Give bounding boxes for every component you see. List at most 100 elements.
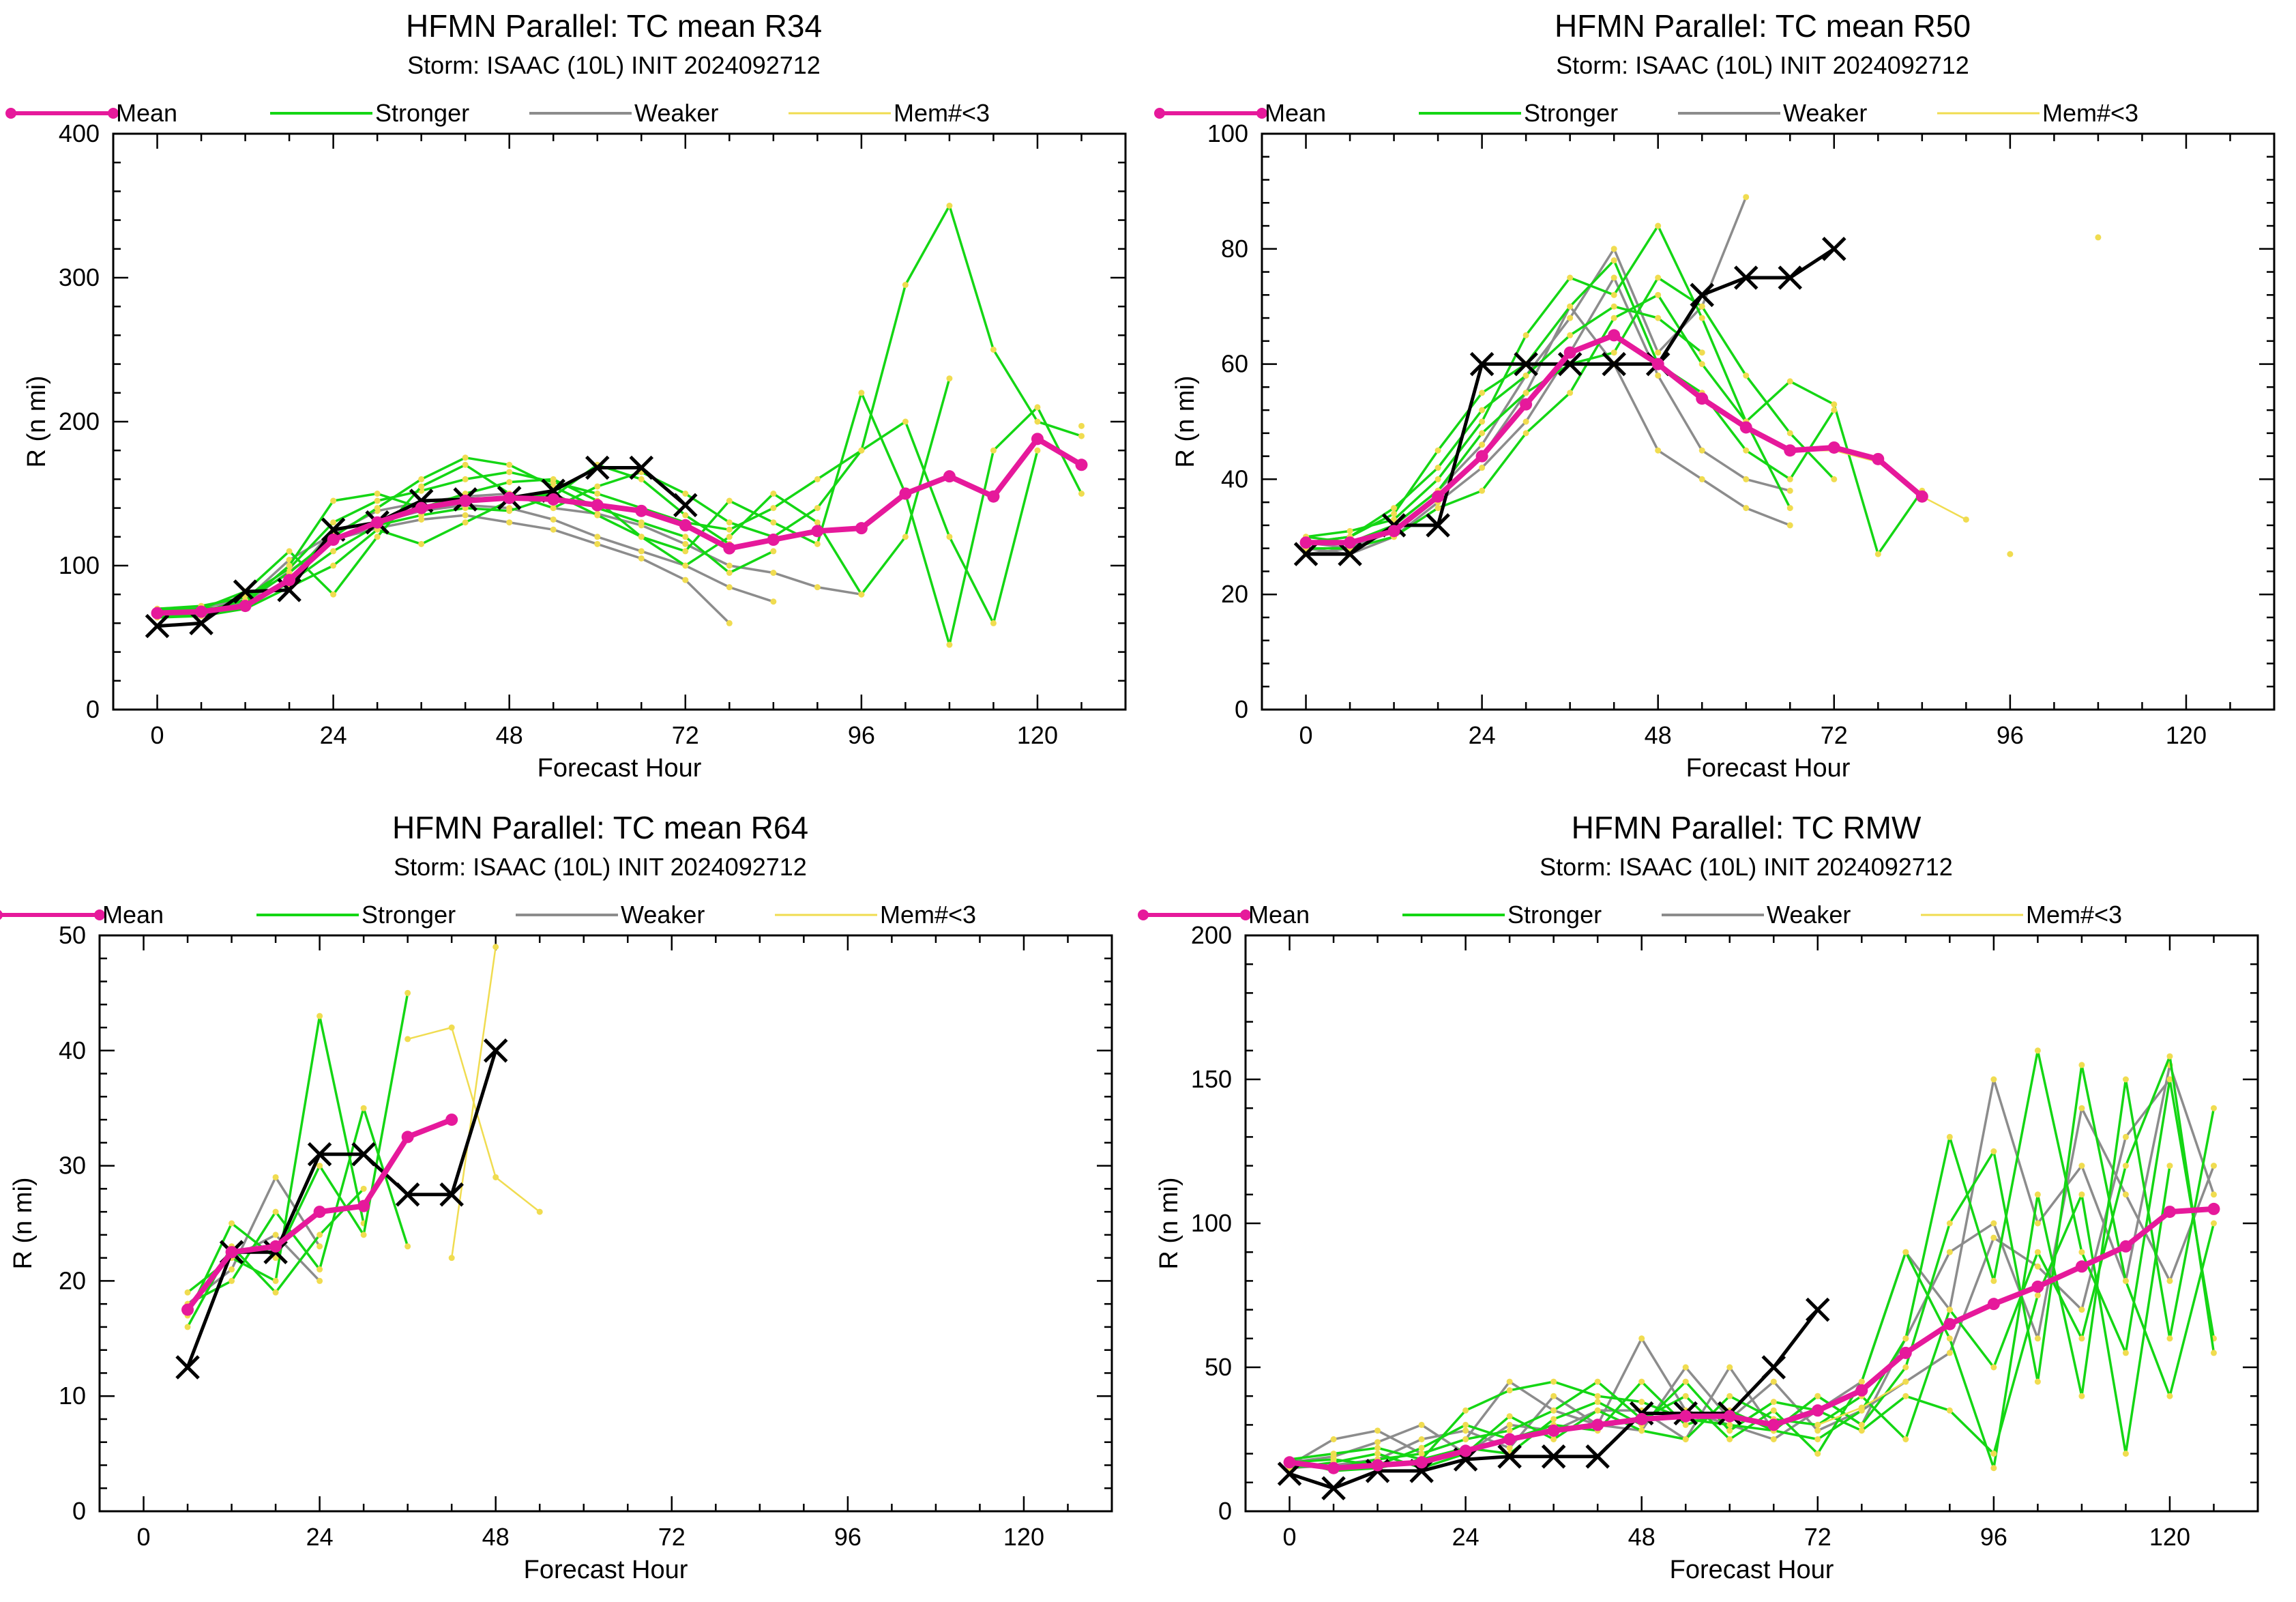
member-end-point bbox=[1479, 430, 1486, 437]
member-end-point bbox=[1990, 1465, 1997, 1472]
member-end-point bbox=[1858, 1378, 1865, 1385]
member-end-point bbox=[2034, 1335, 2041, 1342]
mean-point bbox=[1503, 1433, 1516, 1446]
member-end-point bbox=[946, 375, 953, 382]
member-end-point bbox=[2034, 1047, 2041, 1054]
member-end-point bbox=[1655, 222, 1662, 229]
member-end-point bbox=[1346, 527, 1353, 534]
member-end-point bbox=[682, 540, 689, 547]
member-end-point bbox=[448, 1255, 455, 1262]
member-end-point bbox=[506, 469, 513, 476]
member-end-point bbox=[2210, 1350, 2217, 1356]
mean-point bbox=[1459, 1444, 1472, 1457]
y-tick-label: 100 bbox=[1191, 1209, 1232, 1237]
member-end-point bbox=[317, 1266, 323, 1273]
mean-point bbox=[723, 542, 736, 555]
member-end-point bbox=[2034, 1220, 2041, 1227]
member-end-point bbox=[1902, 1393, 1909, 1399]
member-end-point bbox=[1374, 1444, 1381, 1451]
member-end-point bbox=[1479, 390, 1486, 396]
y-tick-label: 200 bbox=[59, 407, 100, 435]
x-tick-label: 72 bbox=[658, 1523, 686, 1551]
member-end-point bbox=[1522, 430, 1529, 437]
member-end-point bbox=[1610, 291, 1617, 298]
member-end-point bbox=[1902, 1249, 1909, 1255]
member-end-point bbox=[1831, 407, 1838, 413]
member-end-point bbox=[1506, 1387, 1513, 1394]
member-end-point bbox=[374, 491, 381, 497]
mean-point bbox=[503, 491, 516, 504]
best-track-marker bbox=[1822, 237, 1846, 261]
chart-subtitle: Storm: ISAAC (10L) INIT 2024092712 bbox=[1556, 51, 1969, 79]
member-end-point bbox=[374, 534, 381, 540]
member-end-point bbox=[946, 203, 953, 209]
member-end-point bbox=[550, 526, 557, 533]
member-end-point bbox=[1786, 430, 1793, 437]
mean-point bbox=[1371, 1459, 1384, 1472]
mean-point bbox=[2031, 1280, 2044, 1293]
member-end-point bbox=[2210, 1220, 2217, 1227]
x-tick-label: 120 bbox=[1017, 721, 1058, 749]
mean-point bbox=[1283, 1456, 1296, 1469]
member-end-point bbox=[1610, 349, 1617, 356]
best-track-marker bbox=[395, 1182, 420, 1207]
member-end-point bbox=[1567, 390, 1574, 396]
member-end-point bbox=[1567, 332, 1574, 338]
mean-point bbox=[1767, 1418, 1780, 1431]
member-end-point bbox=[1946, 1350, 1953, 1356]
member-end-point bbox=[2122, 1163, 2129, 1169]
mean-point bbox=[1855, 1384, 1868, 1397]
member-end-point bbox=[1638, 1378, 1645, 1385]
legend-label-mean: Mean bbox=[102, 901, 164, 929]
best-track-marker bbox=[1585, 1444, 1610, 1469]
member-end-point bbox=[462, 512, 469, 519]
y-tick-label: 400 bbox=[59, 119, 100, 147]
legend-label-mean: Mean bbox=[116, 99, 177, 127]
member-end-point bbox=[2210, 1105, 2217, 1111]
x-tick-label: 120 bbox=[1003, 1523, 1044, 1551]
member-end-point bbox=[1434, 465, 1441, 471]
y-tick-label: 60 bbox=[1221, 350, 1248, 378]
member-end-point bbox=[1550, 1416, 1557, 1423]
mean-point bbox=[547, 493, 560, 506]
mean-point bbox=[1475, 450, 1488, 463]
member-end-point bbox=[1902, 1436, 1909, 1442]
member-end-point bbox=[1462, 1436, 1469, 1442]
y-axis-label: R (n mi) bbox=[23, 375, 51, 467]
member-line-stronger bbox=[1306, 293, 1791, 550]
member-end-point bbox=[1814, 1421, 1821, 1428]
member-end-point bbox=[1418, 1421, 1425, 1428]
best-track-marker bbox=[1778, 265, 1803, 290]
member-end-point bbox=[2122, 1350, 2129, 1356]
mean-point bbox=[1520, 398, 1533, 411]
member-end-point bbox=[1567, 315, 1574, 321]
mean-point bbox=[459, 495, 472, 508]
mean-point bbox=[283, 574, 296, 587]
member-end-point bbox=[682, 548, 689, 555]
x-tick-label: 72 bbox=[672, 721, 699, 749]
member-end-point bbox=[1522, 332, 1529, 338]
member-end-point bbox=[1726, 1427, 1733, 1434]
member-end-point bbox=[550, 505, 557, 512]
member-end-point bbox=[1330, 1451, 1337, 1457]
member-end-point bbox=[462, 476, 469, 482]
member-end-point bbox=[770, 505, 777, 512]
member-end-point bbox=[1698, 303, 1705, 310]
mean-point bbox=[401, 1131, 414, 1144]
member-end-point bbox=[1655, 274, 1662, 281]
member-end-point bbox=[2166, 1335, 2173, 1342]
mean-point bbox=[899, 487, 912, 500]
mean-point bbox=[1987, 1298, 2000, 1311]
chart-panel-2: HFMN Parallel: TC mean R50 Storm: ISAAC (… bbox=[1154, 8, 2276, 783]
mean-point bbox=[313, 1206, 326, 1219]
member-end-point bbox=[1726, 1393, 1733, 1399]
member-end-point bbox=[726, 526, 733, 533]
member-end-point bbox=[1946, 1407, 1953, 1414]
member-end-point bbox=[1479, 465, 1486, 471]
legend-swatch-mean-end bbox=[1240, 909, 1251, 920]
member-end-point bbox=[1770, 1436, 1777, 1442]
member-end-point bbox=[506, 479, 513, 486]
member-end-point bbox=[1374, 1427, 1381, 1434]
member-end-point bbox=[638, 519, 645, 526]
y-tick-label: 0 bbox=[72, 1497, 86, 1525]
